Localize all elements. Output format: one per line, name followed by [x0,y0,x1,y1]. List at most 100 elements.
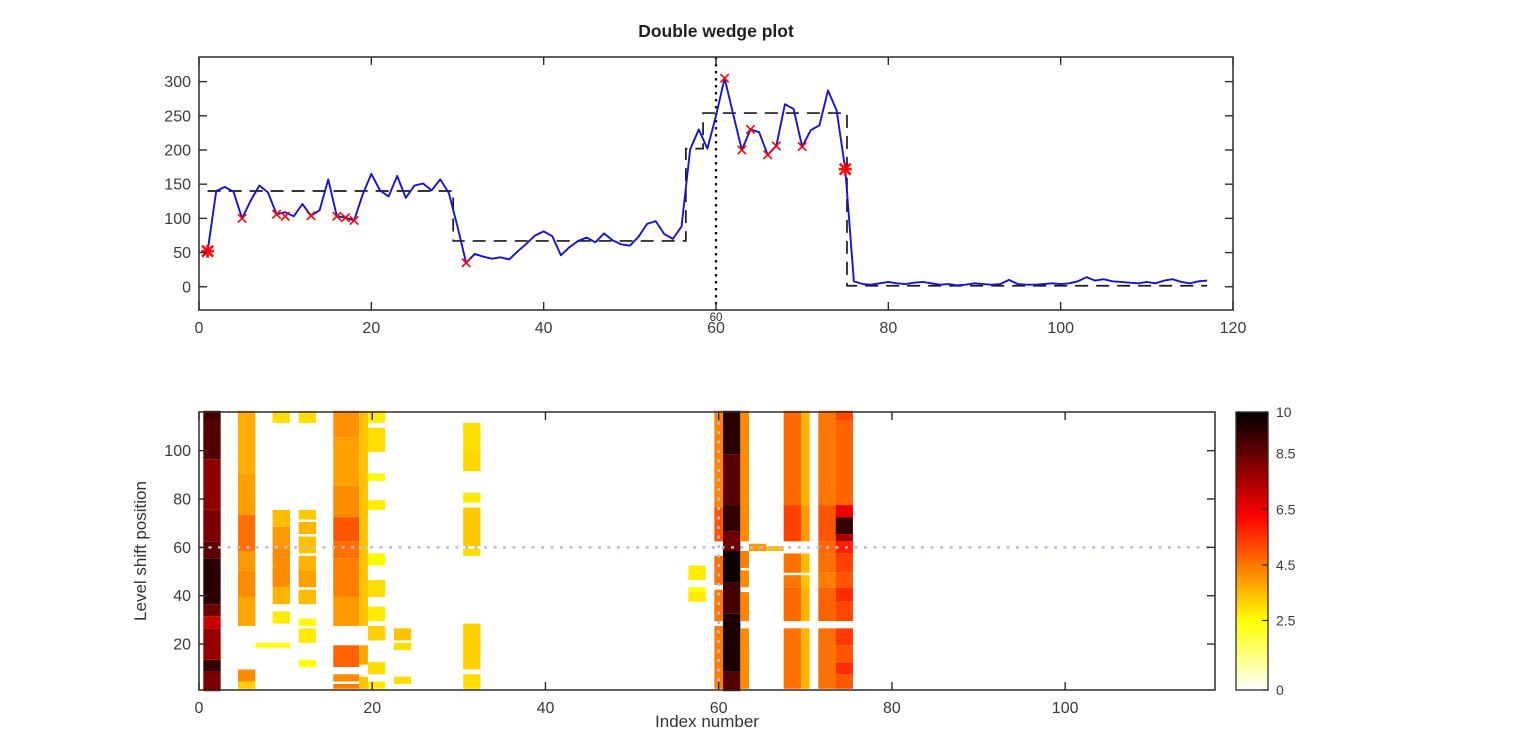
heatmap-cell [333,683,360,689]
heatmap-cell [298,536,316,554]
heatmap-cell [237,669,256,682]
heatmap-cell [740,628,750,689]
top-y-tick-label: 250 [164,108,191,125]
top-y-tick-label: 200 [164,142,191,159]
heatmap-axes-box [198,411,1216,691]
heatmap-cell [463,548,481,556]
shift-position-annotation: 60 [710,312,723,324]
heatmap-cell [333,485,360,518]
heatmap-cell [714,410,724,508]
heatmap-cell [783,575,801,588]
top-y-tick-label: 100 [164,211,191,228]
outlier-marker [237,213,247,224]
heatmap-cell [835,553,853,573]
heatmap-cell [203,628,221,660]
top-x-tick-label: 60 [707,320,725,337]
heatmap-cell [272,526,290,547]
heatmap-cell [367,553,386,566]
heatmap-cell [463,449,481,472]
outlier-marker [797,141,807,152]
heatmap-cell [203,558,221,605]
heatmap-cell [333,645,360,668]
heatmap-cell [298,618,316,626]
heatmap-cell [835,587,853,602]
heatmap-cell [298,509,316,520]
heatmap-cell [367,625,386,641]
heatmap-cell [783,628,801,689]
outlier-marker [340,212,351,223]
top-x-tick-label: 100 [1047,320,1074,337]
heatmap-cell [272,642,290,648]
heatmap-cell [800,553,810,573]
heatmap-cell [367,500,386,510]
top-x-tick-label: 40 [535,320,553,337]
heatmap-cell [237,410,256,474]
heatmap-cell [393,642,412,651]
heatmap-cell [463,422,481,450]
heatmap-cell [740,551,750,568]
heatmap-cell [359,410,368,626]
heatmap-cell [203,616,221,629]
heatmap-axes: 0 20 40 60 80 100 20 40 60 80 100 [164,411,1216,717]
heatmap-cell [835,601,853,622]
heatmap-cells [203,410,853,692]
heatmap-cell [749,543,767,551]
heatmap-cell [783,410,801,506]
colorbar-tick-label: 2.5 [1276,613,1296,629]
heatmap-cell [818,505,836,542]
heatmap-cell [723,531,741,551]
heatmap-cell [203,671,221,692]
heatmap-cell [835,505,853,518]
top-plot: 60 [201,57,1208,324]
heatmap-cell [835,645,853,663]
heatmap-x-tick-label: 40 [537,700,555,717]
heatmap-cell [333,437,360,486]
top-plot-axes: 0 20 40 60 80 100 120 0 50 100 150 200 250 300 [164,56,1246,337]
heatmap-cell [740,410,750,542]
heatmap-cell [800,410,810,506]
heatmap-cell [463,623,481,670]
heatmap-cell [835,572,853,588]
outlier-marker [306,210,316,221]
heatmap-x-tick-label: 20 [363,700,381,717]
top-plot-title: Double wedge plot [638,21,794,41]
heatmap-cell [367,427,386,452]
colorbar-tick-label: 4.5 [1276,557,1296,573]
heatmap-cell [835,541,853,554]
heatmap-cell [359,645,368,665]
heatmap-cell [298,589,316,605]
heatmap-cell [835,517,853,535]
heatmap-cell [367,473,386,481]
heatmap-cell [723,410,741,455]
outlier-marker [771,141,782,151]
heatmap-cell [333,541,360,559]
heatmap-cell [367,606,386,622]
fit-step-line [207,112,1208,287]
heatmap-cell [835,534,853,542]
heatmap-cell [298,555,316,571]
colorbar-tick-label: 0 [1276,682,1284,698]
heatmap-x-axis-label: Index number [655,712,759,731]
heatmap-x-tick-label: 60 [710,700,728,717]
heatmap-cell [818,587,836,622]
heatmap-cell [766,546,784,551]
top-x-tick-label: 0 [195,320,204,337]
heatmap-cell [463,674,481,689]
heatmap-cell [237,551,256,571]
heatmap-y-axis-label: Level shift position [131,481,150,621]
heatmap-cell [203,459,221,510]
outlier-marker [719,73,730,83]
heatmap-cell [723,582,741,614]
heatmap-cell [783,587,801,622]
heatmap-cell [393,676,412,684]
heatmap-cell [298,410,316,423]
heatmap-x-tick-label: 100 [1052,700,1079,717]
heatmap-cell [237,473,256,515]
heatmap-cell [818,628,836,689]
heatmap-cell [835,628,853,646]
heatmap-cell [714,625,724,689]
colorbar-tick-label: 8.5 [1276,446,1296,462]
outlier-marker [838,162,852,176]
outlier-marker [737,145,747,155]
